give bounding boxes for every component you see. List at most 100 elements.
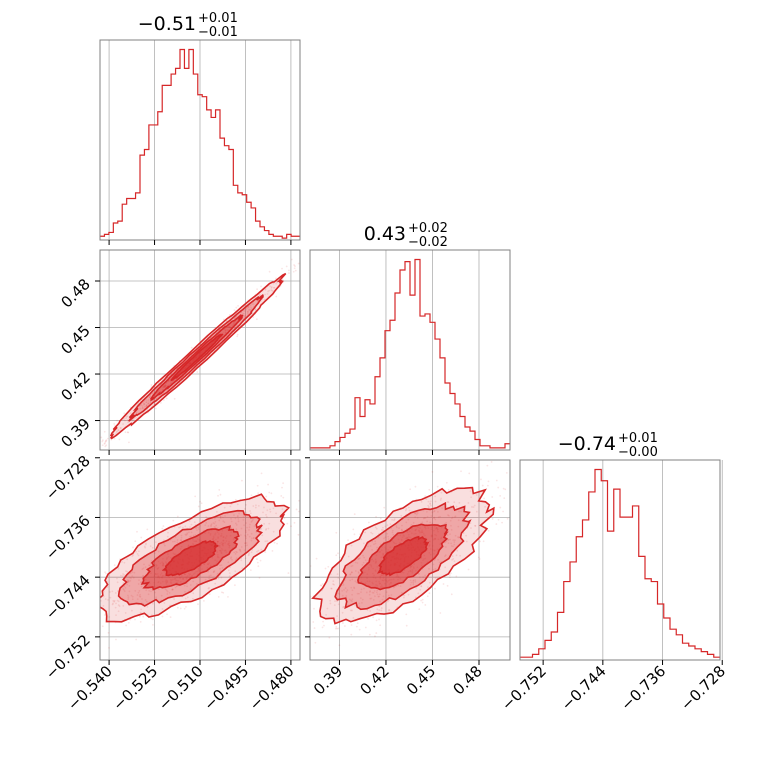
scatter-point — [329, 602, 332, 605]
scatter-point — [344, 625, 346, 627]
scatter-point — [192, 538, 194, 541]
scatter-point — [251, 519, 254, 522]
scatter-point — [197, 569, 200, 572]
scatter-point — [135, 550, 138, 553]
panel-title-upper: +0.01 — [198, 11, 238, 26]
scatter-point — [117, 590, 119, 593]
scatter-point — [220, 552, 223, 555]
scatter-point — [126, 579, 129, 582]
scatter-point — [215, 542, 218, 545]
scatter-point — [172, 519, 175, 522]
scatter-point — [141, 598, 143, 600]
scatter-point — [364, 626, 367, 629]
scatter-point — [244, 542, 247, 545]
scatter-point — [431, 522, 434, 525]
x-tick-label: 0.42 — [356, 662, 392, 698]
scatter-point — [165, 558, 168, 560]
scatter-point — [451, 555, 454, 558]
scatter-point — [246, 307, 248, 310]
scatter-point — [192, 534, 195, 537]
scatter-point — [163, 385, 166, 388]
scatter-point — [265, 528, 268, 530]
scatter-point — [249, 569, 252, 572]
scatter-point — [450, 593, 453, 596]
scatter-point — [189, 526, 192, 528]
scatter-point — [101, 625, 104, 628]
scatter-point — [495, 523, 498, 525]
scatter-point — [126, 583, 129, 586]
scatter-point — [175, 579, 178, 582]
scatter-point — [150, 588, 153, 590]
scatter-point — [161, 386, 164, 389]
scatter-point — [364, 571, 366, 574]
scatter-point — [414, 532, 417, 535]
scatter-point — [197, 526, 200, 529]
scatter-point — [420, 585, 423, 588]
scatter-point — [109, 596, 112, 599]
contour-level — [161, 540, 219, 577]
scatter-point — [290, 525, 293, 528]
scatter-point — [397, 576, 400, 578]
scatter-point — [109, 591, 111, 593]
scatter-point — [397, 578, 399, 581]
scatter-point — [373, 590, 376, 592]
scatter-point — [113, 564, 116, 567]
scatter-point — [358, 605, 361, 608]
scatter-point — [424, 574, 426, 577]
scatter-point — [375, 580, 378, 583]
scatter-point — [140, 581, 142, 583]
scatter-point — [433, 510, 435, 513]
scatter-point — [43, 621, 45, 623]
scatter-point — [429, 502, 431, 505]
scatter-point — [408, 530, 411, 533]
scatter-point — [221, 549, 224, 551]
scatter-point — [379, 624, 382, 627]
scatter-point — [294, 265, 296, 268]
scatter-point — [129, 572, 132, 575]
scatter-point — [202, 599, 205, 602]
scatter-point — [149, 400, 152, 403]
scatter-point — [342, 606, 344, 609]
scatter-point — [199, 525, 201, 527]
scatter-point — [406, 536, 409, 539]
scatter-point — [173, 379, 175, 382]
scatter-point — [153, 581, 156, 584]
scatter-point — [140, 404, 143, 406]
scatter-point — [433, 517, 435, 520]
scatter-point — [387, 538, 390, 540]
scatter-point — [412, 581, 415, 584]
scatter-point — [143, 402, 146, 405]
scatter-point — [141, 407, 144, 409]
scatter-point — [303, 618, 305, 620]
scatter-point — [105, 444, 108, 447]
scatter-point — [181, 526, 184, 529]
scatter-point — [187, 544, 190, 547]
scatter-point — [148, 396, 151, 399]
scatter-point — [229, 566, 231, 569]
x-tick-label: −0.736 — [617, 662, 669, 714]
scatter-point — [414, 512, 416, 515]
scatter-point — [369, 597, 372, 600]
scatter-point — [144, 578, 147, 581]
scatter-point — [281, 486, 283, 489]
scatter-point — [138, 595, 141, 598]
scatter-point — [222, 536, 225, 538]
scatter-point — [131, 419, 134, 422]
scatter-point — [374, 526, 377, 529]
scatter-point — [425, 510, 428, 513]
scatter-point — [122, 573, 124, 575]
scatter-point — [407, 536, 410, 538]
scatter-point — [426, 515, 429, 518]
scatter-point — [130, 577, 132, 580]
scatter-point — [217, 537, 219, 540]
scatter-point — [65, 619, 67, 621]
scatter-point — [431, 544, 434, 547]
scatter-point — [147, 398, 150, 401]
scatter-point — [257, 549, 260, 552]
scatter-point — [486, 464, 489, 467]
scatter-point — [320, 584, 323, 587]
scatter-point — [139, 611, 142, 614]
scatter-point — [197, 568, 200, 570]
scatter-point — [104, 440, 107, 443]
scatter-point — [390, 594, 393, 596]
